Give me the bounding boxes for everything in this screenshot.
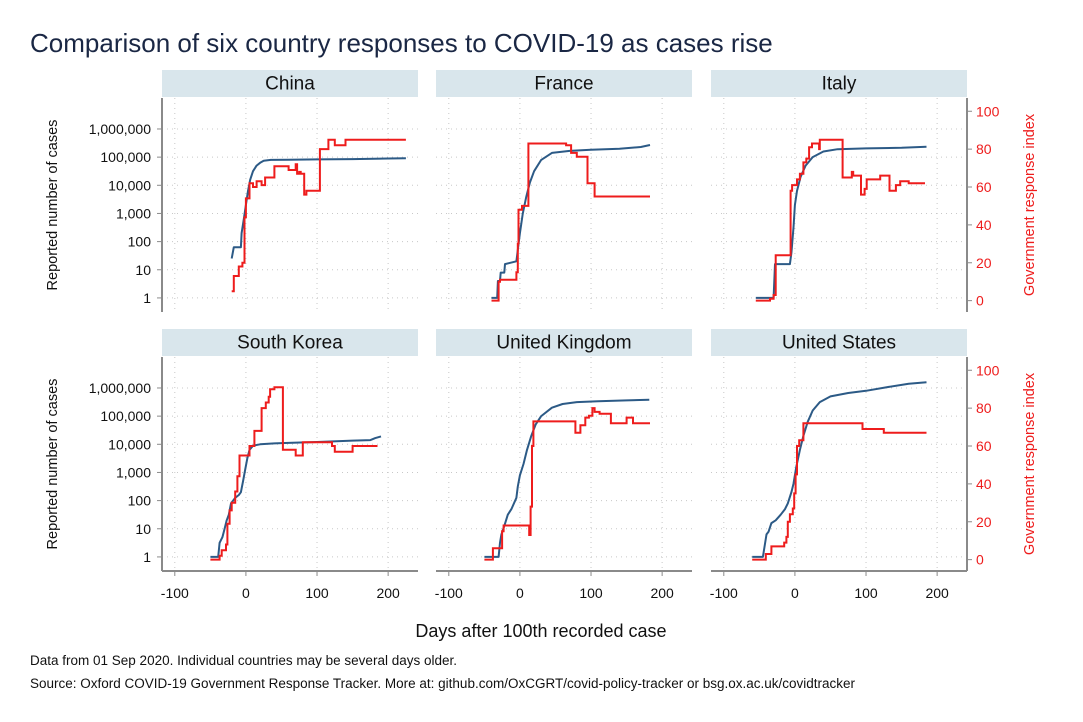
x-tick-label: 0 <box>242 585 250 601</box>
panel-italy: Italy 0 20 40 60 80 100 Government response ind… <box>711 70 1038 312</box>
panel-header <box>436 329 692 356</box>
y-left-tick-label: 1 <box>143 549 151 565</box>
y-right-tick-label: 100 <box>976 103 1000 119</box>
cases-line <box>755 145 927 299</box>
y-right-tick-label: 40 <box>976 476 992 492</box>
panel-title: United States <box>782 333 896 354</box>
y-left-tick-label: 1,000 <box>116 205 151 221</box>
x-tick-label: 100 <box>579 585 603 601</box>
y-left-tick-label: 10,000 <box>108 177 151 193</box>
x-tick-label: -100 <box>710 585 738 601</box>
panel-title: United Kingdom <box>496 333 631 354</box>
panel-united-kingdom: United Kingdom -100 0 100 200 <box>435 329 692 601</box>
y-right-tick-label: 60 <box>976 438 992 454</box>
y-left-tick-label: 1 <box>143 290 151 306</box>
x-tick-label: 200 <box>925 585 949 601</box>
panel-header <box>162 70 418 97</box>
x-tick-label: 200 <box>376 585 400 601</box>
y-left-tick-label: 10 <box>135 262 151 278</box>
y-left-tick-label: 1,000 <box>116 464 151 480</box>
x-tick-label: 100 <box>854 585 878 601</box>
x-axis-title: Days after 100th recorded case <box>415 621 666 641</box>
y-left-axis-title: Reported number of cases <box>45 379 61 550</box>
y-left-tick-label: 100,000 <box>100 408 151 424</box>
response-line <box>491 142 650 302</box>
x-tick-label: 0 <box>791 585 799 601</box>
panel-title: Italy <box>822 74 857 95</box>
y-right-tick-label: 0 <box>976 552 984 568</box>
response-line <box>231 138 406 293</box>
response-line <box>484 407 650 561</box>
panel-header <box>711 70 967 97</box>
y-right-axis-title: Government response index <box>1022 372 1038 555</box>
panel-title: South Korea <box>237 333 343 354</box>
y-right-tick-label: 100 <box>976 362 1000 378</box>
panel-header <box>162 329 418 356</box>
y-left-tick-label: 100 <box>128 493 152 509</box>
cases-line <box>752 381 927 558</box>
x-tick-label: -100 <box>161 585 189 601</box>
panel-south-korea: South Korea 1 10 100 1,000 10,000 100,000 1,000… <box>45 329 418 601</box>
y-left-axis-title: Reported number of cases <box>45 120 61 291</box>
y-left-tick-label: 100,000 <box>100 149 151 165</box>
chart-title: Comparison of six country responses to C… <box>30 28 773 58</box>
y-right-tick-label: 80 <box>976 400 992 416</box>
response-line <box>210 386 378 561</box>
panel-france: France <box>436 70 692 312</box>
cases-line <box>230 157 406 259</box>
x-tick-label: 100 <box>305 585 329 601</box>
panel-title: France <box>534 74 593 95</box>
x-tick-label: -100 <box>435 585 463 601</box>
y-right-tick-label: 20 <box>976 255 992 271</box>
panel-header <box>711 329 967 356</box>
x-tick-label: 200 <box>650 585 674 601</box>
y-left-tick-label: 10,000 <box>108 436 151 452</box>
source-note: Source: Oxford COVID-19 Government Respo… <box>30 676 856 691</box>
y-left-tick-label: 1,000,000 <box>89 121 151 137</box>
y-left-tick-label: 1,000,000 <box>89 380 151 396</box>
panel-header <box>436 70 692 97</box>
cases-line <box>491 144 651 299</box>
y-left-tick-label: 10 <box>135 521 151 537</box>
panel-united-states: United States 0 20 40 60 80 100 Government resp… <box>710 329 1038 601</box>
y-right-tick-label: 0 <box>976 293 984 309</box>
y-left-tick-label: 100 <box>128 234 152 250</box>
data-date-note: Data from 01 Sep 2020. Individual countr… <box>30 653 457 668</box>
y-right-tick-label: 20 <box>976 514 992 530</box>
panel-title: China <box>265 74 315 95</box>
y-right-tick-label: 40 <box>976 217 992 233</box>
y-right-tick-label: 80 <box>976 141 992 157</box>
x-tick-label: 0 <box>516 585 524 601</box>
y-right-axis-title: Government response index <box>1022 113 1038 296</box>
response-line <box>755 138 925 302</box>
y-right-tick-label: 60 <box>976 179 992 195</box>
panel-china: China 1 10 100 1,000 10,000 100,000 1,000,000 Re… <box>45 70 418 312</box>
response-line <box>752 422 927 561</box>
